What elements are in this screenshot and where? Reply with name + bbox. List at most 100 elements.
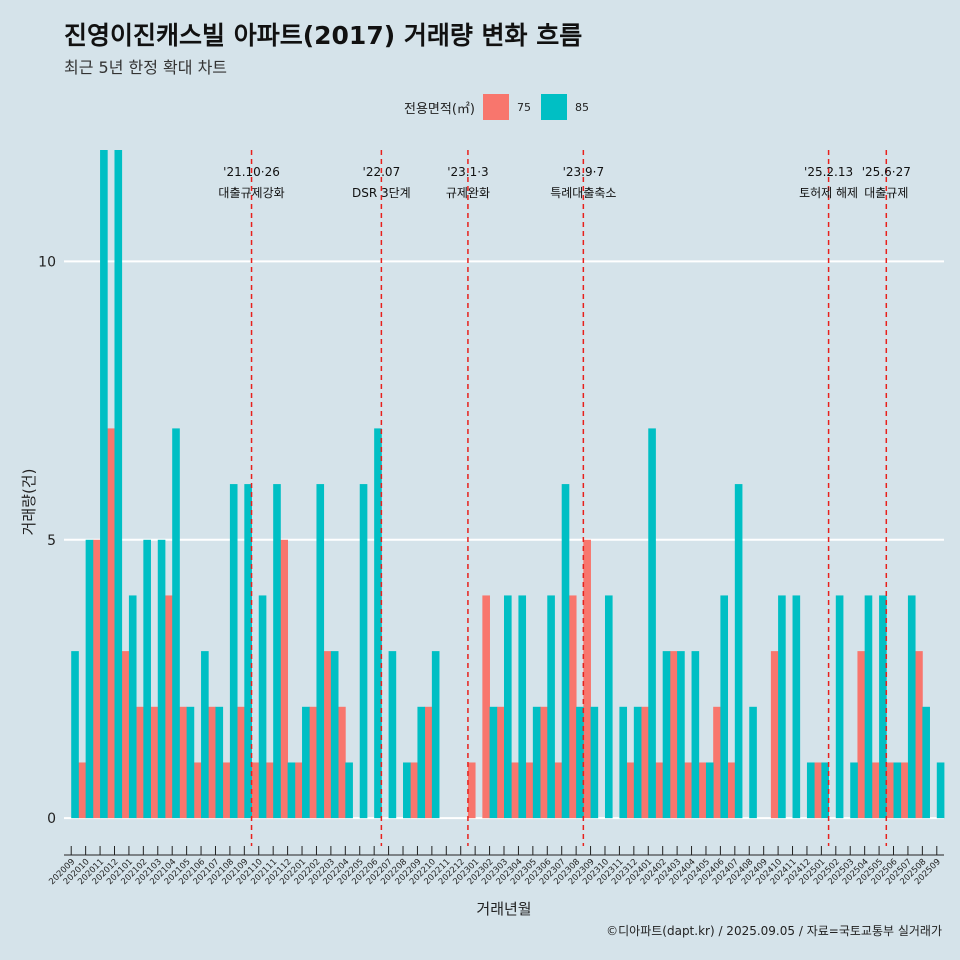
bar-75-202102 xyxy=(136,706,144,819)
bar-75-202201 xyxy=(294,762,303,819)
bar-85-202208 xyxy=(403,762,411,819)
event-label-2: 규제완화 xyxy=(446,186,490,200)
bar-85-202111 xyxy=(273,484,281,819)
bar-85-202504 xyxy=(864,595,873,819)
bar-75-202505 xyxy=(871,762,880,819)
bar-75-202309 xyxy=(583,539,591,819)
bar-85-202009 xyxy=(71,651,79,819)
bar-85-202406 xyxy=(720,595,729,819)
legend-title: 전용면적(㎡) xyxy=(404,101,475,117)
bar-75-202109 xyxy=(237,706,245,819)
bar-75-202103 xyxy=(150,706,159,819)
bar-85-202011 xyxy=(100,150,108,819)
bar-85-202310 xyxy=(604,595,613,819)
bar-85-202012 xyxy=(114,150,123,819)
bar-85-202105 xyxy=(186,706,195,819)
bar-85-202101 xyxy=(128,595,137,819)
event-date-1: '22.07 xyxy=(363,165,401,179)
bar-75-202110 xyxy=(251,762,260,819)
bar-75-202410 xyxy=(770,651,779,819)
bar-85-202401 xyxy=(648,428,656,819)
bar-85-202010 xyxy=(85,539,94,819)
legend-swatch-85 xyxy=(540,94,567,120)
bar-75-202012 xyxy=(107,428,115,819)
bar-75-202302 xyxy=(482,595,490,819)
bar-75-202404 xyxy=(684,762,692,819)
bar-75-202305 xyxy=(525,762,534,819)
bar-75-202501 xyxy=(814,762,822,819)
bar-75-202112 xyxy=(280,539,289,819)
bar-85-202410 xyxy=(778,595,786,819)
bar-75-202203 xyxy=(323,651,332,819)
bar-85-202304 xyxy=(518,595,527,819)
bar-85-202303 xyxy=(504,595,512,819)
legend: 전용면적(㎡) 75 85 xyxy=(404,92,599,122)
event-date-3: '23.9·7 xyxy=(563,165,604,179)
bar-75-202105 xyxy=(179,706,188,819)
event-date-5: '25.6·27 xyxy=(862,165,911,179)
bar-75-202308 xyxy=(568,595,577,819)
bar-85-202112 xyxy=(287,762,296,819)
axes: 2020092020102020112020122021012021022021… xyxy=(47,846,944,887)
event-date-4: '25.2.13 xyxy=(804,165,853,179)
event-label-0: 대출규제강화 xyxy=(218,186,284,200)
legend-swatch-75 xyxy=(482,94,509,120)
bar-75-202209 xyxy=(410,762,418,819)
chart-title: 진영이진캐스빌 아파트(2017) 거래량 변화 흐름 xyxy=(64,21,583,50)
bar-85-202104 xyxy=(172,428,180,819)
bar-85-202403 xyxy=(677,651,685,819)
bar-85-202507 xyxy=(907,595,916,819)
bar-75-202202 xyxy=(309,706,317,819)
bar-85-202312 xyxy=(633,706,642,819)
bar-75-202010 xyxy=(78,762,87,819)
bar-75-202304 xyxy=(511,762,519,819)
bar-75-202301 xyxy=(467,762,476,819)
event-date-0: '21.10·26 xyxy=(223,165,280,179)
bar-85-202411 xyxy=(792,595,801,819)
bar-75-202402 xyxy=(655,762,664,819)
bar-85-202402 xyxy=(662,651,671,819)
bar-85-202108 xyxy=(229,484,238,819)
bar-85-202404 xyxy=(691,651,700,819)
bar-75-202111 xyxy=(265,762,274,819)
y-tick-label-5: 5 xyxy=(47,533,56,549)
bar-85-202302 xyxy=(489,706,498,819)
bar-85-202408 xyxy=(749,706,757,819)
bar-85-202405 xyxy=(705,762,714,819)
bar-85-202508 xyxy=(922,706,930,819)
bar-75-202104 xyxy=(164,595,173,819)
bar-75-202306 xyxy=(540,706,548,819)
bar-85-202308 xyxy=(576,706,584,819)
bar-75-202401 xyxy=(641,706,649,819)
bar-85-202202 xyxy=(316,484,325,819)
bar-75-202303 xyxy=(496,706,505,819)
event-date-2: '23.1·3 xyxy=(447,165,488,179)
y-tick-label-0: 0 xyxy=(47,811,56,827)
bar-85-202505 xyxy=(879,595,887,819)
legend-label-85: 85 xyxy=(574,100,589,114)
chart-subtitle: 최근 5년 한정 확대 차트 xyxy=(64,58,228,77)
y-tick-label-10: 10 xyxy=(38,254,56,270)
bar-75-202011 xyxy=(92,539,101,819)
bar-85-202311 xyxy=(619,706,628,819)
bar-75-202106 xyxy=(193,762,202,819)
bar-85-202509 xyxy=(936,762,945,819)
event-label-4: 토허제 해제 xyxy=(799,186,858,200)
bar-85-202305 xyxy=(532,706,541,819)
bar-85-202207 xyxy=(388,651,397,819)
bar-75-202210 xyxy=(424,706,433,819)
bar-85-202206 xyxy=(374,428,382,819)
bar-85-202102 xyxy=(143,539,151,819)
bar-75-202107 xyxy=(208,706,216,819)
bar-85-202307 xyxy=(561,484,570,819)
bar-85-202106 xyxy=(201,651,209,819)
bar-85-202107 xyxy=(215,706,224,819)
bar-85-202506 xyxy=(893,762,902,819)
bar-85-202203 xyxy=(330,651,339,819)
bar-85-202201 xyxy=(302,706,310,819)
bar-85-202407 xyxy=(734,484,743,819)
bar-85-202501 xyxy=(821,762,829,819)
bar-85-202503 xyxy=(850,762,858,819)
bar-75-202108 xyxy=(222,762,231,819)
